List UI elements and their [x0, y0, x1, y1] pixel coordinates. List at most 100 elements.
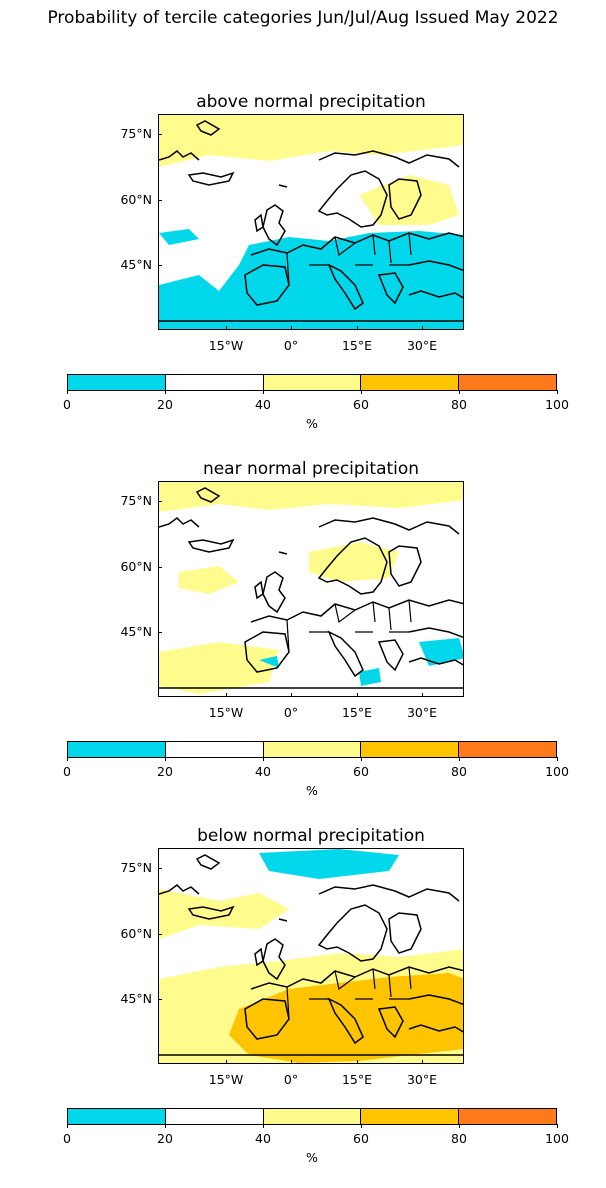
lat-tick [158, 501, 162, 502]
colorbar-tick [67, 757, 68, 761]
colorbar-tick [165, 390, 166, 394]
colorbar-tick-label: 80 [451, 1131, 467, 1146]
lon-tick-label: 15°E [341, 338, 373, 353]
colorbar-tick [263, 390, 264, 394]
colorbar-segment [262, 375, 361, 390]
colorbar-segment [68, 1109, 165, 1124]
lat-tick [158, 632, 162, 633]
forecast-map [158, 848, 464, 1064]
lat-tick [158, 934, 162, 935]
lon-tick [226, 693, 227, 697]
lon-tick [422, 693, 423, 697]
forecast-map [158, 481, 464, 697]
colorbar-unit: % [306, 416, 318, 431]
colorbar-tick [263, 757, 264, 761]
colorbar-tick-label: 40 [255, 1131, 271, 1146]
colorbar-tick [557, 390, 558, 394]
colorbar [67, 741, 557, 758]
lat-tick [158, 567, 162, 568]
colorbar-tick [361, 757, 362, 761]
colorbar-tick [165, 1124, 166, 1128]
colorbar [67, 1108, 557, 1125]
colorbar-tick-label: 20 [157, 1131, 173, 1146]
lat-tick-label: 75°N [120, 493, 152, 508]
lat-tick [158, 134, 162, 135]
colorbar-tick-label: 0 [63, 1131, 71, 1146]
colorbar-segment [360, 375, 459, 390]
map-panel: above normal precipitation 75°N 60°N 45°N 1… [0, 92, 606, 454]
colorbar-tick-label: 100 [545, 1131, 569, 1146]
lon-tick [226, 326, 227, 330]
colorbar-tick [459, 757, 460, 761]
colorbar-segment [360, 742, 459, 757]
colorbar-tick [361, 1124, 362, 1128]
lon-tick [357, 1060, 358, 1064]
panel-title: above normal precipitation [196, 92, 426, 112]
colorbar-segment [68, 375, 165, 390]
forecast-map [158, 114, 464, 330]
lon-tick-label: 15°E [341, 705, 373, 720]
colorbar-tick [459, 390, 460, 394]
colorbar-tick [557, 1124, 558, 1128]
lat-tick [158, 999, 162, 1000]
colorbar-segment [360, 1109, 459, 1124]
colorbar-tick-label: 40 [255, 764, 271, 779]
lon-tick-label: 30°E [406, 705, 438, 720]
colorbar-tick-label: 60 [353, 1131, 369, 1146]
colorbar-segment [458, 375, 556, 390]
colorbar-tick-label: 20 [157, 764, 173, 779]
lon-tick-label: 15°W [208, 338, 244, 353]
map-panel: below normal precipitation 75°N 60°N 45°N 1… [0, 826, 606, 1188]
colorbar-tick-label: 60 [353, 764, 369, 779]
lat-tick-label: 60°N [120, 926, 152, 941]
colorbar-tick [67, 1124, 68, 1128]
colorbar-segment [164, 1109, 263, 1124]
colorbar-segment [164, 375, 263, 390]
colorbar-tick [557, 757, 558, 761]
lon-tick-label: 0° [283, 338, 299, 353]
colorbar-segment [262, 1109, 361, 1124]
lat-tick [158, 868, 162, 869]
colorbar-tick [165, 757, 166, 761]
colorbar-tick [361, 390, 362, 394]
colorbar-segment [68, 742, 165, 757]
lon-tick-label: 15°W [208, 1072, 244, 1087]
lon-tick-label: 0° [283, 1072, 299, 1087]
lon-tick [422, 1060, 423, 1064]
colorbar-tick-label: 100 [545, 397, 569, 412]
lon-tick [291, 326, 292, 330]
colorbar-tick-label: 0 [63, 764, 71, 779]
colorbar-segment [458, 1109, 556, 1124]
lon-tick [357, 326, 358, 330]
colorbar-unit: % [306, 1150, 318, 1165]
lon-tick-label: 15°W [208, 705, 244, 720]
colorbar-tick-label: 0 [63, 397, 71, 412]
lat-tick-label: 75°N [120, 126, 152, 141]
panel-title: below normal precipitation [197, 826, 425, 846]
lat-tick-label: 60°N [120, 192, 152, 207]
lon-tick-label: 15°E [341, 1072, 373, 1087]
lon-tick [291, 693, 292, 697]
lat-tick-label: 75°N [120, 860, 152, 875]
lon-tick [291, 1060, 292, 1064]
colorbar-tick-label: 20 [157, 397, 173, 412]
map-panel: near normal precipitation 75°N 60°N 45°N 15… [0, 459, 606, 821]
colorbar-tick-label: 80 [451, 764, 467, 779]
lon-tick-label: 30°E [406, 1072, 438, 1087]
lon-tick-label: 0° [283, 705, 299, 720]
lat-tick-label: 45°N [120, 991, 152, 1006]
colorbar-tick [459, 1124, 460, 1128]
colorbar-tick [263, 1124, 264, 1128]
colorbar-unit: % [306, 783, 318, 798]
colorbar [67, 374, 557, 391]
colorbar-tick-label: 100 [545, 764, 569, 779]
colorbar-segment [262, 742, 361, 757]
lat-tick [158, 265, 162, 266]
colorbar-tick [67, 390, 68, 394]
colorbar-tick-label: 40 [255, 397, 271, 412]
lon-tick-label: 30°E [406, 338, 438, 353]
lon-tick [226, 1060, 227, 1064]
lat-tick [158, 200, 162, 201]
colorbar-segment [458, 742, 556, 757]
lat-tick-label: 60°N [120, 559, 152, 574]
